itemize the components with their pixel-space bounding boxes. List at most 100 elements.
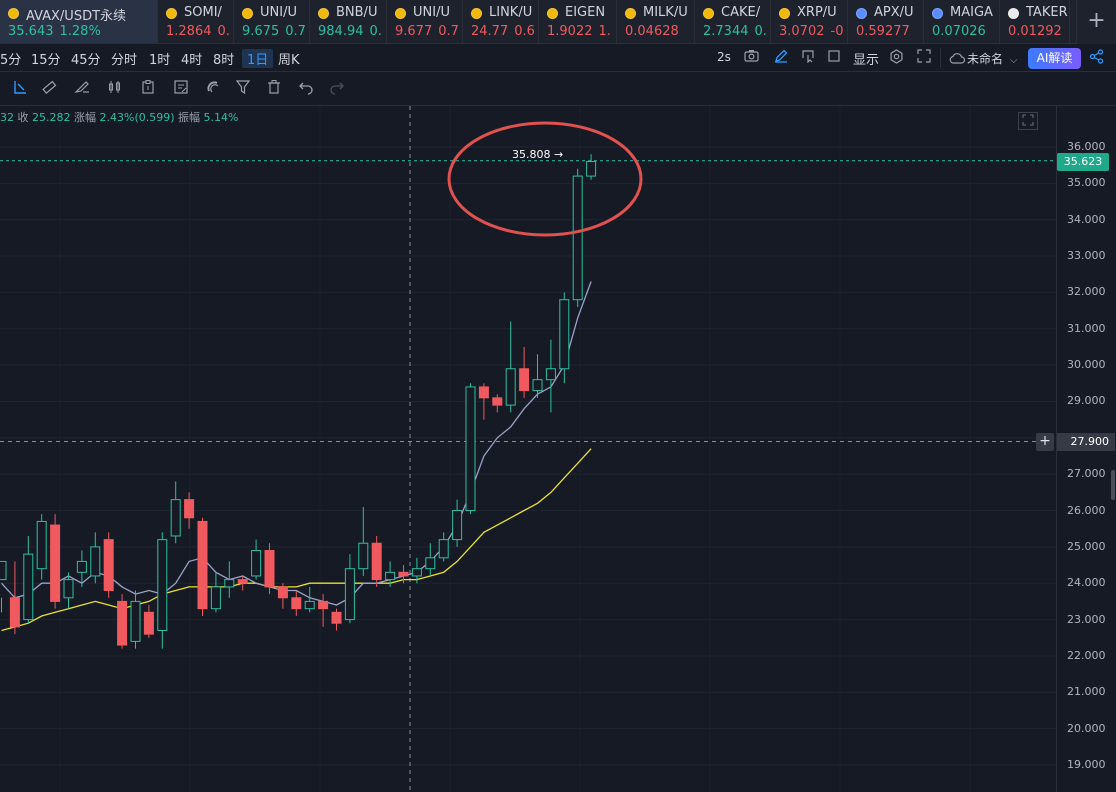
candle-body [385,571,396,581]
fullscreen-icon[interactable] [917,49,931,67]
ticker-tab[interactable]: CAKE/2.7344 0. [695,0,771,43]
coin-icon [932,8,943,19]
candle-body [532,379,543,392]
interval-toolbar: 5分 15分 45分 分时 1时 4时 8时 1日 周K 2s 显示 未命名 ⌵… [0,44,1116,72]
ticker-symbol: AVAX/USDT永续 [26,9,127,24]
share-icon[interactable] [1089,49,1104,68]
ticker-tab[interactable]: APX/U 0.59277 [848,0,924,43]
interval-1h[interactable]: 1时 [149,53,171,68]
chart-canvas[interactable] [0,106,1056,792]
select-area-icon[interactable] [801,49,815,67]
ticker-last-price: 24.77 [471,24,509,39]
interval-4h[interactable]: 4时 [181,53,203,68]
price-axis-tick: 34.000 [1067,212,1106,226]
ticker-tab[interactable]: BNB/U 984.94 0. [310,0,387,43]
ticker-symbol: APX/U [874,5,914,20]
price-axis-tick: 35.000 [1067,176,1106,190]
brush-icon[interactable] [73,79,91,97]
candlestick-chart[interactable] [0,106,1056,792]
interval-45m[interactable]: 45分 [71,53,101,68]
ticker-tab[interactable]: LINK/U 24.77 0.6 [463,0,539,43]
ticker-price: 0.07026 [932,24,992,39]
camera-icon[interactable] [744,49,759,67]
legend-prefix: 32 [0,111,14,124]
square-icon[interactable] [827,49,841,67]
candle-body [63,579,74,599]
ticker-tab[interactable]: UNI/U 9.677 0.7 [387,0,463,43]
cloud-icon [949,52,966,68]
candle-body [318,600,329,610]
filter-icon[interactable] [234,79,252,97]
ticker-change: -0 [830,24,844,39]
interval-5m[interactable]: 5分 [0,53,22,68]
expand-icon[interactable] [1018,112,1038,130]
refresh-interval[interactable]: 2s [717,50,731,64]
candle-body [157,539,168,631]
candle-body [36,520,47,570]
ticker-tab[interactable]: TAKER 0.01292 [1000,0,1070,43]
interval-8h[interactable]: 8时 [213,53,235,68]
interval-1d[interactable]: 1日 [242,49,274,68]
interval-1w[interactable]: 周K [278,53,300,68]
price-axis-tick: 31.000 [1067,321,1106,335]
candle-body [277,586,288,599]
ticker-tab[interactable]: MILK/U 0.04628 [617,0,695,43]
ticker-tab[interactable]: SOMI/1.2864 0. [158,0,234,43]
ticker-symbol: UNI/U [413,5,450,20]
pencil-icon[interactable] [774,49,788,67]
scrollbar-handle[interactable] [1111,470,1115,500]
candle-body [143,611,154,635]
undo-icon[interactable] [297,79,315,97]
candle-body [545,368,556,381]
trend-line-icon[interactable] [40,79,58,97]
ticker-symbol: MILK/U [643,5,688,20]
ticker-last-price: 9.675 [242,24,280,39]
toolbar-divider [940,48,941,68]
candle-body [398,571,409,577]
display-menu[interactable]: 显示 [853,53,880,68]
interval-timeshare[interactable]: 分时 [111,53,138,68]
coin-icon [547,8,558,19]
ohlc-legend: 32 收 25.282 涨幅 2.43%(0.599) 振幅 5.14% [0,109,238,125]
highlight-circle [447,121,643,237]
price-axis-tick: 20.000 [1067,721,1106,735]
candle-body [103,539,114,592]
candle-body [478,386,489,399]
coin-icon [471,8,482,19]
ma-long-line [1,448,592,632]
notes-icon[interactable] [172,79,190,97]
add-tab-button[interactable]: + [1076,0,1116,44]
ticker-tab[interactable]: XRP/U 3.0702 -0 [771,0,848,43]
clipboard-icon[interactable] [139,79,157,97]
redo-icon[interactable] [328,79,346,97]
last-price-tag: 35.623 [1057,153,1109,171]
price-axis-tick: 27.000 [1067,467,1106,481]
price-axis-tick: 23.000 [1067,612,1106,626]
ticker-change: 0. [369,24,382,39]
crosshair-add-button[interactable]: + [1036,433,1054,451]
coin-icon [779,8,790,19]
interval-15m[interactable]: 15分 [31,53,61,68]
price-axis-tick: 22.000 [1067,648,1106,662]
chevron-down-icon: ⌵ [1009,55,1018,66]
crosshair-cursor-icon[interactable] [11,79,29,97]
coin-icon [1008,8,1019,19]
price-axis-tick: 25.000 [1067,539,1106,553]
layout-name-dropdown[interactable]: 未命名 ⌵ [967,50,1017,67]
ticker-change: 0. [754,24,767,39]
gear-icon[interactable] [889,49,904,68]
candles-icon[interactable] [106,79,124,97]
trash-icon[interactable] [265,79,283,97]
ticker-last-price: 1.9022 [547,24,593,39]
ticker-tab[interactable]: AVAX/USDT永续 35.643 1.28% [0,0,158,43]
ticker-last-price: 0.04628 [625,24,679,39]
ticker-last-price: 2.7344 [703,24,749,39]
ticker-tab[interactable]: MAIGA 0.07026 [924,0,1000,43]
layout-name-label: 未命名 [967,52,1004,66]
ticker-price: 0.59277 [856,24,916,39]
magnet-icon[interactable] [204,79,222,97]
ticker-tab[interactable]: UNI/U 9.675 0.7 [234,0,310,43]
ticker-tab[interactable]: EIGEN 1.9022 1. [539,0,617,43]
ai-interpret-button[interactable]: AI解读 [1028,48,1081,69]
candle-body [184,499,195,519]
